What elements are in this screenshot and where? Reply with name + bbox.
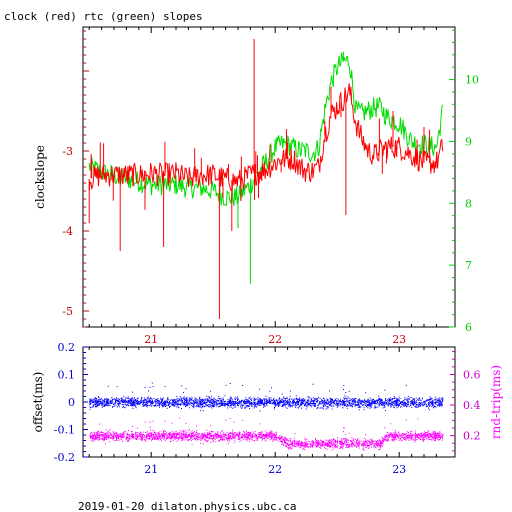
rnd-trip-y-tick-label: 0.6 bbox=[463, 369, 481, 382]
offset-panel: 21 22 23 -0.2 -0.1 0 0.1 0.2 0.2 0.4 0.6 offset(ms… bbox=[31, 341, 503, 476]
slope-x-tick-label: 22 bbox=[268, 333, 282, 346]
footer-text: 2019-01-20 dilaton.physics.ubc.ca bbox=[78, 500, 297, 512]
rtc-y-tick-label: 8 bbox=[465, 197, 472, 210]
offset-series-points bbox=[89, 382, 444, 412]
offset-series bbox=[89, 382, 444, 412]
rnd-trip-y-tick-label: 0.2 bbox=[463, 430, 481, 443]
chart-title: clock (red) rtc (green) slopes bbox=[4, 10, 203, 23]
offset-x-tick-label: 22 bbox=[268, 463, 282, 476]
offset-y-tick-label: -0.2 bbox=[54, 451, 75, 464]
rnd-trip-series-points bbox=[89, 417, 444, 451]
slope-y-tick-label: -5 bbox=[62, 305, 73, 318]
rnd-trip-series bbox=[89, 417, 444, 451]
slope-x-tick-label: 23 bbox=[392, 333, 406, 346]
rtc-y-tick-label: 6 bbox=[465, 321, 472, 334]
rtc-series-line bbox=[88, 52, 444, 206]
offset-y-axis-label: offset(ms) bbox=[31, 372, 45, 433]
slope-plot-frame bbox=[82, 26, 456, 328]
offset-x-tick-label: 23 bbox=[392, 463, 406, 476]
rtc-y-tick-label: 7 bbox=[465, 259, 472, 272]
slope-y-tick-label: -4 bbox=[62, 225, 73, 238]
offset-y-tick-label: 0.2 bbox=[58, 341, 76, 354]
rtc-y-tick-label: 9 bbox=[465, 135, 472, 148]
rnd-trip-y-axis-label: rnd-trip(ms) bbox=[489, 365, 503, 439]
rtc-y-tick-label: 10 bbox=[465, 74, 479, 87]
slope-x-tick-label: 21 bbox=[144, 333, 158, 346]
clock-series-line bbox=[88, 83, 444, 191]
offset-x-tick-label: 21 bbox=[144, 463, 158, 476]
offset-y-tick-label: -0.1 bbox=[54, 424, 75, 437]
offset-y-tick-label: 0 bbox=[68, 396, 75, 409]
offset-y-tick-label: 0.1 bbox=[58, 369, 76, 382]
slope-y-axis-label: clockslope bbox=[33, 145, 47, 209]
slope-panel: 21 22 23 -5 -4 -3 6 7 8 9 10 clockslope bbox=[33, 26, 479, 346]
slope-y-tick-label: -3 bbox=[62, 145, 73, 158]
rnd-trip-y-tick-label: 0.4 bbox=[463, 399, 481, 412]
